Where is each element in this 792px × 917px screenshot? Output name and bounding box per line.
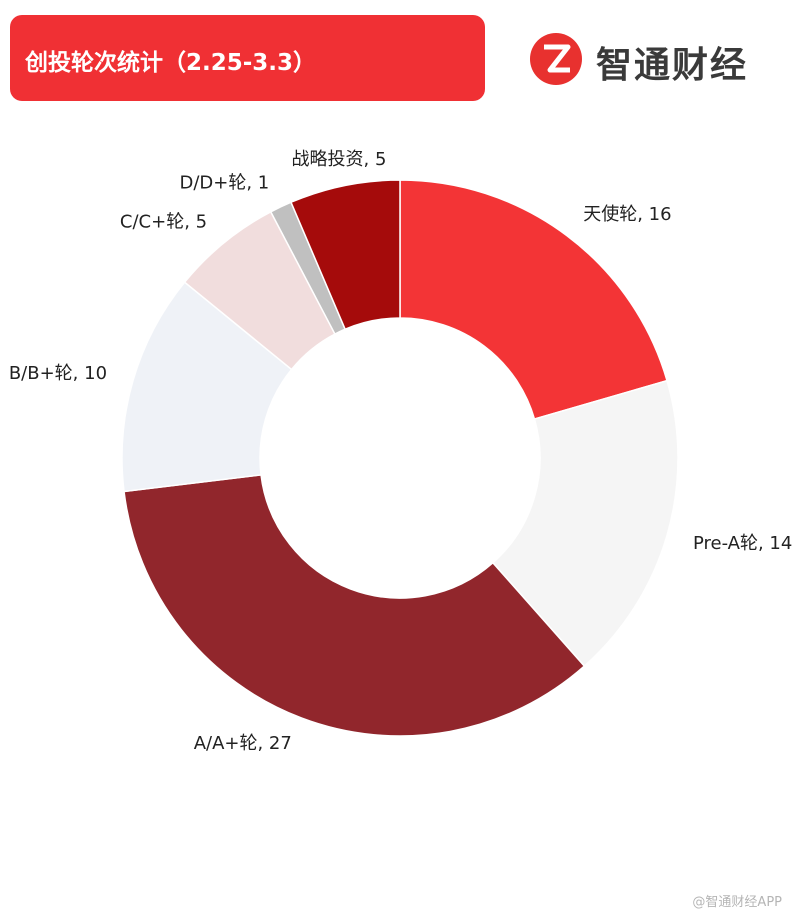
pie-slice [290,179,401,331]
watermark: @智通财经APP [692,895,782,910]
slice-label: D/D+轮, 1 [179,172,269,193]
brand-logo-icon [530,33,582,85]
pie-slice [123,474,586,737]
pie-slice [399,179,668,420]
brand-logo: 智通财经 [530,33,770,86]
slice-label: C/C+轮, 5 [120,212,207,233]
chart-title: 创投轮次统计（2.25-3.3） [25,50,317,76]
brand-name: 智通财经 [596,45,749,86]
slice-label: B/B+轮, 10 [9,363,107,384]
slice-label: Pre-A轮, 14 [693,533,792,554]
title-banner: 创投轮次统计（2.25-3.3） [10,15,485,101]
slice-label: 天使轮, 16 [583,204,671,225]
pie-slice [491,379,679,668]
pie-slice [121,281,293,493]
slice-label: A/A+轮, 27 [194,733,292,754]
slice-label: 战略投资, 5 [292,149,387,170]
